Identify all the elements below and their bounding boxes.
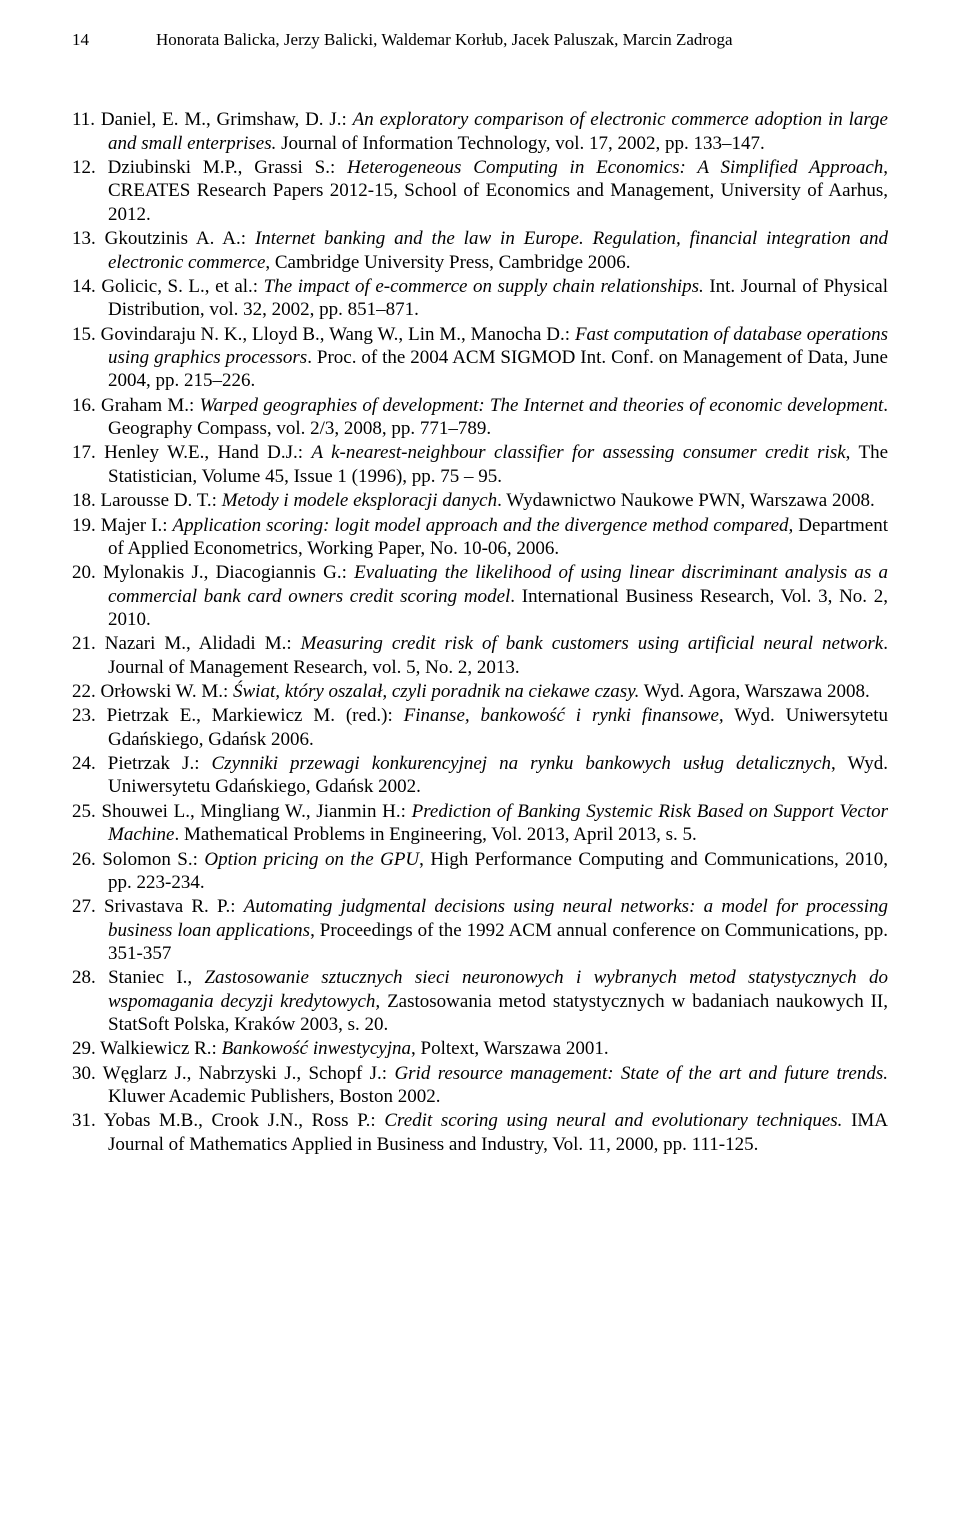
reference-authors: Nazari M., Alidadi M.: <box>105 633 301 654</box>
page-number: 14 <box>72 30 156 50</box>
reference-authors: Yobas M.B., Crook J.N., Ross P.: <box>104 1110 385 1131</box>
reference-source: , Poltext, Warszawa 2001. <box>411 1038 609 1059</box>
reference-item: Nazari M., Alidadi M.: Measuring credit … <box>72 632 888 679</box>
reference-item: Larousse D. T.: Metody i modele eksplora… <box>72 489 888 512</box>
reference-authors: Graham M.: <box>101 395 200 416</box>
page: 14 Honorata Balicka, Jerzy Balicki, Wald… <box>0 0 960 1538</box>
reference-item: Solomon S.: Option pricing on the GPU, H… <box>72 848 888 895</box>
reference-title: Czynniki przewagi konkurencyjnej na rynk… <box>212 753 832 774</box>
header-authors: Honorata Balicka, Jerzy Balicki, Waldema… <box>156 30 888 50</box>
reference-title: Świat, który oszalał, czyli poradnik na … <box>233 681 639 702</box>
reference-authors: Pietrzak J.: <box>108 753 212 774</box>
reference-source: , Cambridge University Press, Cambridge … <box>265 252 630 273</box>
reference-authors: Henley W.E., Hand D.J.: <box>104 442 311 463</box>
reference-item: Shouwei L., Mingliang W., Jianmin H.: Pr… <box>72 800 888 847</box>
reference-authors: Golicic, S. L., et al.: <box>101 276 263 297</box>
reference-authors: Walkiewicz R.: <box>100 1038 221 1059</box>
reference-title: Metody i modele eksploracji danych <box>222 490 497 511</box>
reference-item: Walkiewicz R.: Bankowość inwestycyjna, P… <box>72 1037 888 1060</box>
reference-item: Gkoutzinis A. A.: Internet banking and t… <box>72 227 888 274</box>
reference-source: . Wydawnictwo Naukowe PWN, Warszawa 2008… <box>497 490 875 511</box>
reference-source: . Mathematical Problems in Engineering, … <box>174 824 696 845</box>
running-header: 14 Honorata Balicka, Jerzy Balicki, Wald… <box>72 30 888 50</box>
reference-list: Daniel, E. M., Grimshaw, D. J.: An explo… <box>72 108 888 1156</box>
reference-source: Wyd. Agora, Warszawa 2008. <box>639 681 869 702</box>
reference-authors: Węglarz J., Nabrzyski J., Schopf J.: <box>103 1063 395 1084</box>
reference-item: Dziubinski M.P., Grassi S.: Heterogeneou… <box>72 156 888 226</box>
reference-authors: Larousse D. T.: <box>101 490 222 511</box>
reference-authors: Dziubinski M.P., Grassi S.: <box>108 157 348 178</box>
reference-authors: Mylonakis J., Diacogiannis G.: <box>103 562 354 583</box>
reference-source: Journal of Information Technology, vol. … <box>276 133 764 154</box>
reference-authors: Shouwei L., Mingliang W., Jianmin H.: <box>101 801 411 822</box>
reference-item: Staniec I., Zastosowanie sztucznych siec… <box>72 966 888 1036</box>
reference-authors: Daniel, E. M., Grimshaw, D. J.: <box>101 109 353 130</box>
reference-item: Srivastava R. P.: Automating judgmental … <box>72 895 888 965</box>
reference-title: A k-nearest-neighbour classifier for ass… <box>311 442 845 463</box>
reference-authors: Srivastava R. P.: <box>104 896 244 917</box>
reference-item: Mylonakis J., Diacogiannis G.: Evaluatin… <box>72 561 888 631</box>
reference-source: Kluwer Academic Publishers, Boston 2002. <box>108 1086 440 1107</box>
reference-title: The impact of e-commerce on supply chain… <box>264 276 704 297</box>
reference-title: Option pricing on the GPU <box>204 849 419 870</box>
reference-title: Heterogeneous Computing in Economics: A … <box>347 157 883 178</box>
reference-item: Pietrzak E., Markiewicz M. (red.): Finan… <box>72 704 888 751</box>
reference-title: Measuring credit risk of bank customers … <box>301 633 884 654</box>
reference-item: Henley W.E., Hand D.J.: A k-nearest-neig… <box>72 441 888 488</box>
reference-authors: Orłowski W. M.: <box>101 681 234 702</box>
reference-authors: Solomon S.: <box>102 849 204 870</box>
reference-title: Bankowość inwestycyjna <box>222 1038 411 1059</box>
reference-authors: Staniec I., <box>108 967 204 988</box>
reference-item: Graham M.: Warped geographies of develop… <box>72 394 888 441</box>
reference-item: Golicic, S. L., et al.: The impact of e-… <box>72 275 888 322</box>
reference-title: Finanse, bankowość i rynki finansowe, <box>404 705 724 726</box>
reference-item: Daniel, E. M., Grimshaw, D. J.: An explo… <box>72 108 888 155</box>
reference-authors: Gkoutzinis A. A.: <box>105 228 255 249</box>
reference-authors: Govindaraju N. K., Lloyd B., Wang W., Li… <box>101 324 575 345</box>
reference-title: Application scoring: logit model approac… <box>173 515 794 536</box>
reference-item: Pietrzak J.: Czynniki przewagi konkurenc… <box>72 752 888 799</box>
reference-title: Credit scoring using neural and evolutio… <box>384 1110 842 1131</box>
reference-title: Grid resource management: State of the a… <box>394 1063 888 1084</box>
reference-item: Węglarz J., Nabrzyski J., Schopf J.: Gri… <box>72 1062 888 1109</box>
reference-authors: Majer I.: <box>101 515 173 536</box>
reference-item: Yobas M.B., Crook J.N., Ross P.: Credit … <box>72 1109 888 1156</box>
reference-item: Orłowski W. M.: Świat, który oszalał, cz… <box>72 680 888 703</box>
reference-item: Majer I.: Application scoring: logit mod… <box>72 514 888 561</box>
reference-authors: Pietrzak E., Markiewicz M. (red.): <box>107 705 404 726</box>
reference-item: Govindaraju N. K., Lloyd B., Wang W., Li… <box>72 323 888 393</box>
reference-title: Warped geographies of development: The I… <box>200 395 884 416</box>
